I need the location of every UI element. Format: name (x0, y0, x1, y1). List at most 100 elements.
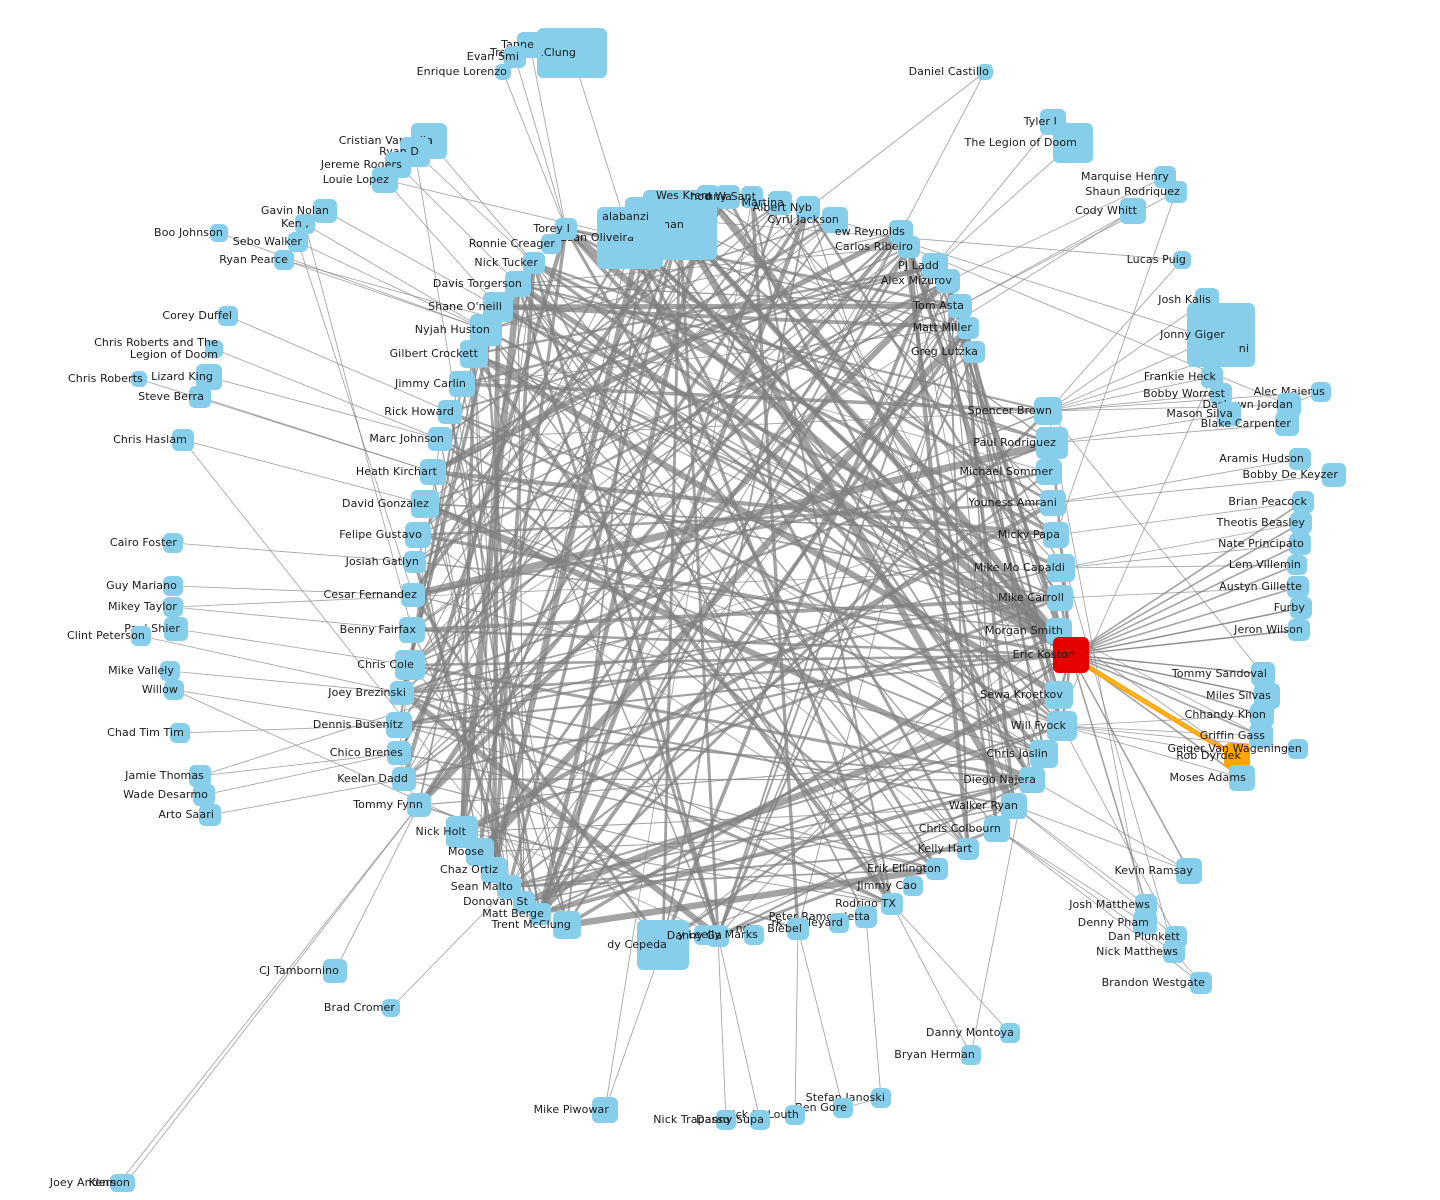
graph-node[interactable] (716, 185, 740, 209)
graph-node[interactable] (1290, 512, 1312, 534)
graph-node[interactable] (637, 920, 689, 970)
graph-node[interactable] (495, 64, 511, 80)
graph-node[interactable] (963, 341, 985, 363)
graph-node[interactable] (1217, 402, 1241, 426)
graph-node[interactable] (822, 207, 848, 233)
graph-node[interactable] (163, 597, 183, 617)
graph-node[interactable] (625, 197, 665, 237)
graph-node[interactable] (855, 906, 877, 928)
graph-node[interactable] (796, 196, 820, 220)
graph-node[interactable] (1190, 972, 1212, 994)
graph-node[interactable] (196, 364, 222, 390)
graph-node[interactable] (1287, 555, 1307, 575)
graph-node[interactable] (898, 236, 920, 258)
graph-node[interactable] (387, 741, 411, 765)
graph-node[interactable] (504, 46, 526, 68)
graph-node[interactable] (1120, 198, 1146, 224)
graph-node[interactable] (1047, 554, 1075, 582)
graph-node[interactable] (957, 317, 979, 339)
graph-node[interactable] (401, 583, 425, 607)
graph-node[interactable] (697, 185, 719, 207)
graph-node[interactable] (744, 925, 764, 945)
graph-node[interactable] (881, 893, 903, 915)
graph-node[interactable] (555, 218, 577, 240)
graph-node[interactable] (1210, 383, 1232, 405)
graph-node[interactable] (785, 1105, 805, 1125)
graph-node[interactable] (787, 918, 809, 940)
graph-node[interactable] (707, 925, 729, 947)
graph-node[interactable] (1036, 459, 1062, 485)
graph-node[interactable] (323, 959, 347, 983)
graph-node[interactable] (936, 269, 960, 293)
graph-node[interactable] (117, 1174, 135, 1192)
graph-node[interactable] (205, 340, 223, 358)
graph-node[interactable] (1292, 491, 1314, 513)
graph-node[interactable] (274, 250, 294, 270)
graph-node[interactable] (199, 804, 221, 826)
graph-node[interactable] (1287, 576, 1309, 598)
graph-node[interactable] (1250, 703, 1274, 727)
graph-node[interactable] (407, 793, 431, 817)
graph-node[interactable] (372, 167, 398, 193)
graph-node[interactable] (313, 199, 337, 223)
graph-node[interactable] (382, 999, 400, 1017)
graph-node[interactable] (926, 858, 948, 880)
graph-node[interactable] (523, 252, 545, 274)
graph-node[interactable] (977, 64, 993, 80)
graph-node[interactable] (1275, 412, 1299, 436)
graph-node[interactable] (1034, 397, 1062, 425)
graph-node[interactable] (1288, 619, 1310, 641)
graph-node[interactable] (163, 533, 183, 553)
graph-node[interactable] (1043, 522, 1069, 548)
graph-node[interactable] (411, 490, 439, 518)
graph-node[interactable] (1047, 585, 1073, 611)
graph-node[interactable] (529, 903, 551, 925)
graph-node[interactable] (948, 294, 972, 318)
graph-node[interactable] (1251, 662, 1275, 686)
graph-node[interactable] (163, 576, 183, 596)
graph-node[interactable] (1229, 765, 1255, 791)
graph-node[interactable] (716, 1110, 736, 1130)
graph-node[interactable] (399, 617, 425, 643)
graph-node[interactable] (1053, 637, 1089, 673)
graph-node[interactable] (1019, 767, 1045, 793)
graph-node[interactable] (1288, 739, 1308, 759)
graph-node[interactable] (984, 816, 1010, 842)
graph-node[interactable] (428, 427, 452, 451)
graph-node[interactable] (404, 551, 426, 573)
graph-node[interactable] (541, 234, 561, 254)
graph-node[interactable] (1163, 941, 1185, 963)
graph-node[interactable] (288, 232, 308, 252)
graph-node[interactable] (1036, 427, 1068, 459)
graph-node[interactable] (1135, 894, 1157, 916)
graph-node[interactable] (1289, 533, 1311, 555)
graph-node[interactable] (1001, 793, 1027, 819)
graph-node[interactable] (871, 1088, 891, 1108)
graph-node[interactable] (741, 186, 763, 208)
graph-node[interactable] (1030, 740, 1058, 768)
graph-node[interactable] (1165, 181, 1187, 203)
graph-node[interactable] (961, 1045, 981, 1065)
graph-node[interactable] (210, 224, 228, 242)
graph-node[interactable] (449, 371, 475, 397)
graph-node[interactable] (833, 1098, 853, 1118)
graph-node[interactable] (218, 306, 238, 326)
graph-node[interactable] (1290, 597, 1312, 619)
graph-node[interactable] (164, 680, 184, 700)
graph-node[interactable] (420, 459, 446, 485)
graph-node[interactable] (172, 429, 194, 451)
graph-node[interactable] (1249, 724, 1273, 748)
graph-node[interactable] (1040, 490, 1066, 516)
graph-node[interactable] (390, 681, 414, 705)
graph-node[interactable] (131, 626, 151, 646)
graph-node[interactable] (395, 650, 425, 680)
graph-node[interactable] (1237, 341, 1253, 357)
graph-node[interactable] (957, 838, 979, 860)
graph-node[interactable] (189, 765, 211, 787)
graph-node[interactable] (592, 1097, 618, 1123)
graph-node[interactable] (829, 913, 849, 933)
graph-node[interactable] (405, 522, 431, 548)
graph-node[interactable] (164, 617, 188, 641)
graph-node[interactable] (386, 712, 412, 738)
